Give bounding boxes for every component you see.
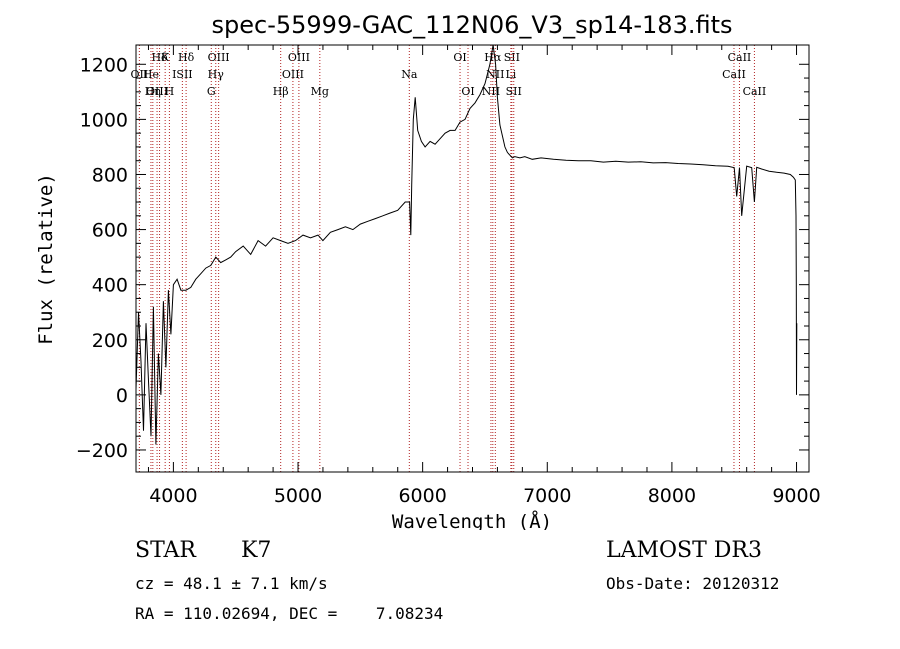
chart-title: spec-55999-GAC_112N06_V3_sp14-183.fits [212, 11, 733, 39]
object-subclass: K7 [241, 538, 272, 563]
spectrum-plot: spec-55999-GAC_112N06_V3_sp14-183.fits H… [35, 11, 821, 530]
line-marker-label: Hδ [151, 51, 168, 64]
x-tick-label: 6000 [398, 485, 446, 507]
y-tick-label: 400 [92, 275, 128, 297]
coordinates: RA = 110.02694, DEC = 7.08234 [135, 604, 444, 623]
line-marker-label: OI [453, 51, 466, 64]
line-marker-label: G [207, 85, 216, 98]
y-axis-label: Flux (relative) [35, 173, 57, 345]
line-marker-label: OII [131, 68, 149, 81]
line-marker-label: H [165, 85, 175, 98]
line-marker-label: OIII [282, 68, 304, 81]
y-tick-label: 1200 [80, 54, 128, 76]
y-tick-label: 800 [92, 164, 128, 186]
x-axis: 4000 5000 6000 7000 8000 9000 [147, 45, 821, 507]
survey-name: LAMOST DR3 [606, 538, 762, 563]
line-marker-label: Mg [311, 85, 329, 98]
line-marker-label: CaII [743, 85, 767, 98]
line-marker-label: Li [505, 68, 516, 81]
line-marker-label: Na [401, 68, 418, 81]
line-marker-label: NII [486, 68, 504, 81]
line-marker-label: Hδ [178, 51, 195, 64]
line-marker-label: CaII [722, 68, 746, 81]
line-marker-label: Hα [484, 51, 502, 64]
line-marker-label: OIII [288, 51, 310, 64]
object-class: STAR [135, 538, 196, 563]
line-marker-label: CaII [728, 51, 752, 64]
line-marker-label: K [161, 51, 170, 64]
line-marker-label: He [143, 68, 159, 81]
y-tick-label: 0 [116, 385, 128, 407]
line-marker-label: SII [504, 51, 520, 64]
x-tick-label: 7000 [523, 485, 571, 507]
x-tick-label: 9000 [772, 485, 820, 507]
obs-date: Obs-Date: 20120312 [606, 574, 780, 593]
redshift-info: cz = 48.1 ± 7.1 km/s [135, 574, 328, 593]
x-tick-label: 4000 [149, 485, 197, 507]
line-marker-label: OI [461, 85, 474, 98]
y-tick-label: −200 [76, 440, 128, 462]
line-marker-label: Hβ [273, 85, 289, 98]
y-tick-label: 200 [92, 330, 128, 352]
flux-line [135, 44, 798, 445]
line-marker-label: Hη [145, 85, 161, 98]
y-axis: −200 0 200 400 600 800 1000 1200 [76, 54, 809, 462]
line-marker-label: OIII [208, 51, 230, 64]
y-tick-label: 1000 [80, 109, 128, 131]
x-tick-label: 8000 [648, 485, 696, 507]
plot-frame [135, 44, 810, 473]
x-tick-label: 5000 [274, 485, 322, 507]
line-marker-label: NII [482, 85, 500, 98]
line-marker-label: OIII [146, 85, 168, 98]
y-tick-label: 600 [92, 220, 128, 242]
x-axis-label: Wavelength (Å) [392, 510, 552, 530]
line-marker-label: ISII [172, 68, 193, 81]
line-marker-label: Hγ [208, 68, 225, 81]
line-marker-label: SII [506, 85, 522, 98]
